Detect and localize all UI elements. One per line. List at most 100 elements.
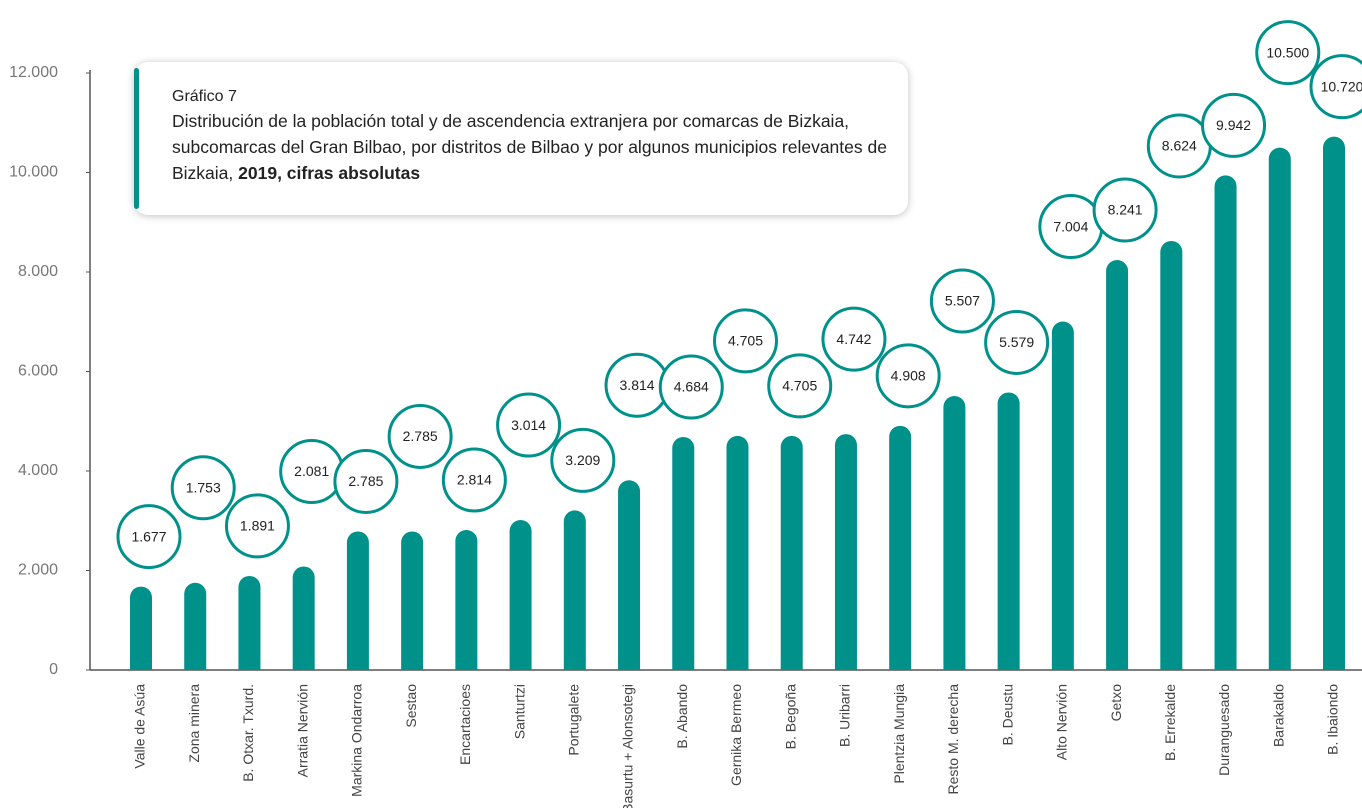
bar [184,582,207,670]
x-tick-label: B. Uribarri [837,684,853,747]
x-tick-label: Sestao [403,684,419,728]
value-label: 1.753 [186,479,221,495]
x-tick-label: Arratia Nervión [294,684,310,777]
bar [943,396,966,670]
bar [780,435,803,670]
bar [1051,321,1074,670]
value-label: 2.785 [348,473,383,489]
x-tick-label: Barakaldo [1270,684,1286,747]
x-tick-label: B. Basurtu + Alonsotegi [620,684,636,808]
x-tick-label: Alto Nervión [1054,684,1070,760]
bar [889,425,912,670]
value-bubble [387,403,453,469]
bar [346,531,369,670]
x-tick-label: Duranguesado [1216,684,1232,776]
x-tick-label: Gernika Bermeo [728,684,744,786]
bar [509,520,532,670]
bar [997,392,1020,670]
bar [672,436,695,670]
title-emphasis: 2019, cifras absolutas [238,163,421,183]
value-label: 9.942 [1216,117,1251,133]
y-tick-label: 8.000 [18,263,58,280]
value-bubble [984,309,1050,375]
x-tick-label: Portugalete [566,684,582,756]
value-label: 3.209 [565,452,600,468]
chart-title: Distribución de la población total y de … [172,108,888,186]
y-tick-label: 12.000 [9,64,58,81]
bar [1268,147,1291,670]
value-label: 4.908 [891,368,926,384]
y-tick-label: 0 [49,661,58,678]
bar [1214,175,1237,671]
value-label: 5.579 [999,334,1034,350]
value-label: 8.624 [1162,138,1197,154]
value-bubble [1201,92,1267,158]
value-bubble [170,455,236,521]
value-label: 10.720 [1321,78,1362,94]
x-tick-label: Plentzia Mungia [891,684,907,784]
value-bubble [1309,54,1362,120]
title-box: Gráfico 7 Distribución de la población t… [134,62,908,215]
x-tick-label: Encartacioes [457,684,473,765]
value-bubble [333,448,399,514]
value-label: 3.814 [620,377,655,393]
value-label: 4.742 [836,331,871,347]
value-bubble [821,306,887,372]
value-label: 4.684 [674,379,709,395]
value-bubble [767,353,833,419]
value-bubble [116,504,182,570]
x-tick-label: B. Otxar. Txurd. [240,684,256,782]
title-text: Distribución de la población total y de … [172,111,887,183]
bar [130,586,152,670]
bar [563,510,586,670]
chart-label: Gráfico 7 [172,88,237,105]
value-label: 4.705 [728,333,763,349]
value-bubble [496,392,562,458]
y-tick-label: 4.000 [18,462,58,479]
x-tick-label: B. Begoña [782,684,798,750]
value-bubble [658,354,724,420]
bar [726,435,749,670]
bar [292,566,315,670]
bar [834,434,857,670]
value-bubble [713,308,778,374]
x-tick-label: Zona minera [186,684,202,763]
x-tick-label: Getxo [1108,684,1124,722]
value-bubble [929,268,995,334]
value-bubble [1092,177,1158,243]
value-label: 3.014 [511,417,546,433]
bar [455,530,478,670]
value-label: 2.814 [457,472,492,488]
value-bubble [875,343,941,409]
x-tick-label: B. Ibaiondo [1325,684,1341,755]
bar [238,575,261,670]
value-label: 1.677 [131,528,166,544]
value-label: 7.004 [1053,218,1088,234]
value-label: 4.705 [782,378,817,394]
bar [618,480,641,670]
x-tick-label: Santurtzi [511,684,527,739]
x-tick-label: Resto M. derecha [945,684,961,795]
x-tick-label: B. Deustu [999,684,1015,745]
bar [1160,240,1183,670]
value-bubble [224,493,290,559]
x-tick-label: B. Abando [674,684,690,749]
value-bubble [441,447,507,513]
value-label: 10.500 [1266,44,1309,60]
x-tick-label: B. Errekalde [1162,684,1178,761]
value-bubble [550,427,616,493]
value-bubble [1255,20,1321,86]
y-tick-label: 2.000 [18,562,58,579]
x-tick-label: Markina Ondarroa [349,684,365,797]
bar [1106,260,1129,670]
value-label: 1.891 [240,518,275,534]
value-label: 5.507 [945,293,980,309]
y-tick-label: 10.000 [9,164,58,181]
bar [1323,136,1345,670]
value-label: 2.081 [294,463,329,479]
bar [401,531,424,670]
x-tick-label: Valle de Asúa [132,684,148,769]
value-label: 8.241 [1108,202,1143,218]
y-tick-label: 6.000 [18,363,58,380]
